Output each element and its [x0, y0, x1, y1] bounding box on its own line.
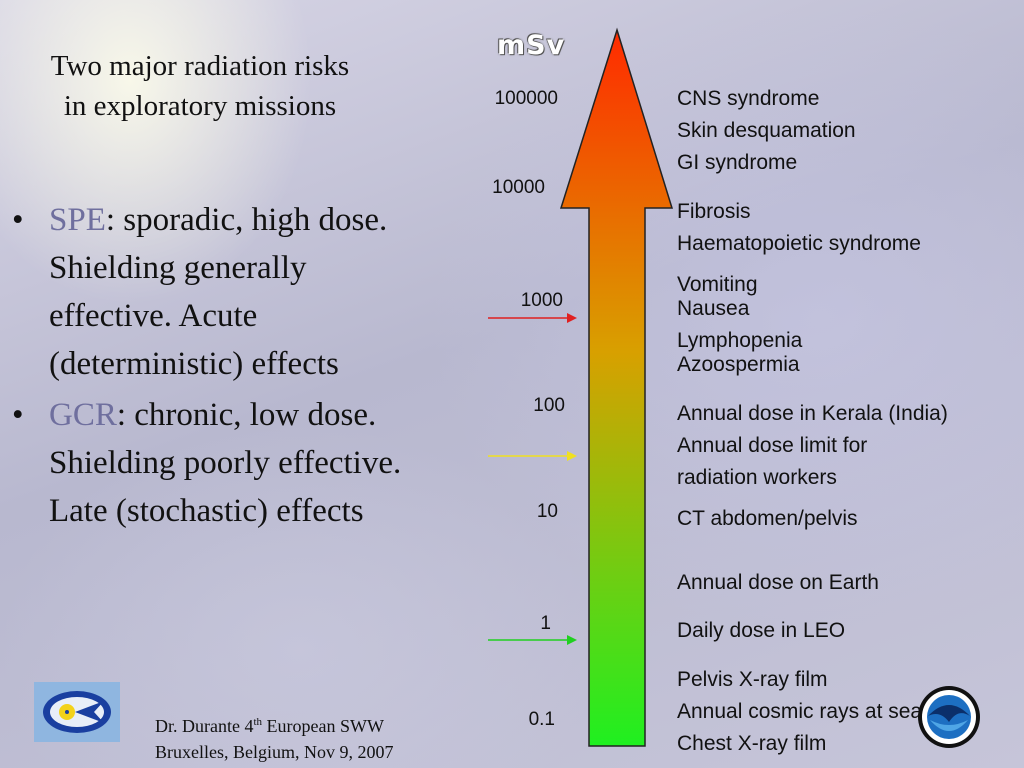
keyword-gcr: GCR — [49, 397, 117, 433]
effect-lymphopenia: Lymphopenia — [677, 329, 803, 352]
bullet-gcr: • GCR: chronic, low dose. Shielding poorl… — [10, 391, 410, 535]
effect-pelvis-xray: Pelvis X-ray film — [677, 668, 828, 691]
effect-haematopoietic-syndrome: Haematopoietic syndrome — [677, 232, 921, 255]
effect-azoospermia: Azoospermia — [677, 353, 800, 376]
bullet-spe-text: : sporadic, high dose. Shielding general… — [49, 202, 388, 382]
tick-10: 10 — [536, 501, 558, 522]
tick-0-1: 0.1 — [528, 709, 555, 730]
bullet-list: • SPE: sporadic, high dose. Shielding gen… — [10, 196, 410, 538]
slide-title: Two major radiation risks in exploratory… — [50, 50, 350, 122]
tick-1000: 1000 — [520, 290, 563, 311]
noaa-logo-icon — [918, 686, 980, 748]
marker-arrow-1000 — [488, 313, 577, 323]
footer-line-1: Dr. Durante 4th European SWW — [155, 716, 385, 736]
effect-daily-leo: Daily dose in LEO — [677, 619, 846, 642]
tick-100: 100 — [533, 395, 565, 416]
footer-line-2: Bruxelles, Belgium, Nov 9, 2007 — [155, 742, 394, 762]
dose-scale-arrow — [559, 27, 674, 747]
effect-ct-abdomen: CT abdomen/pelvis — [677, 507, 858, 530]
effect-gi-syndrome: GI syndrome — [677, 151, 798, 174]
effect-dose-limit-line1: Annual dose limit for — [677, 434, 868, 457]
bullet-glyph: • — [12, 202, 24, 238]
effect-cns-syndrome: CNS syndrome — [677, 87, 820, 110]
effect-annual-earth: Annual dose on Earth — [677, 571, 879, 594]
effect-cosmic-rays-sea-level: Annual cosmic rays at sea level — [677, 700, 972, 723]
effect-chest-xray: Chest X-ray film — [677, 732, 827, 755]
tick-100000: 100000 — [494, 88, 558, 109]
effect-skin-desquamation: Skin desquamation — [677, 119, 856, 142]
tick-1: 1 — [540, 613, 551, 634]
effect-fibrosis: Fibrosis — [677, 200, 751, 223]
bullet-gcr-text: : chronic, low dose. Shielding poorly ef… — [49, 397, 402, 529]
bullet-spe: • SPE: sporadic, high dose. Shielding gen… — [10, 196, 410, 388]
marker-arrow-1 — [488, 635, 577, 645]
effect-kerala-dose: Annual dose in Kerala (India) — [677, 402, 948, 425]
effect-dose-limit-line2: radiation workers — [677, 466, 837, 489]
effect-vomiting: Vomiting — [677, 273, 758, 296]
effect-nausea: Nausea — [677, 297, 750, 320]
keyword-spe: SPE — [49, 202, 106, 238]
unit-label: mSv — [497, 30, 566, 61]
marker-arrow-100 — [488, 451, 577, 461]
footer-credit: Dr. Durante 4th European SWW Bruxelles, … — [155, 709, 393, 765]
bullet-glyph: • — [12, 397, 24, 433]
esa-logo-icon — [34, 682, 120, 742]
tick-10000: 10000 — [492, 177, 545, 198]
